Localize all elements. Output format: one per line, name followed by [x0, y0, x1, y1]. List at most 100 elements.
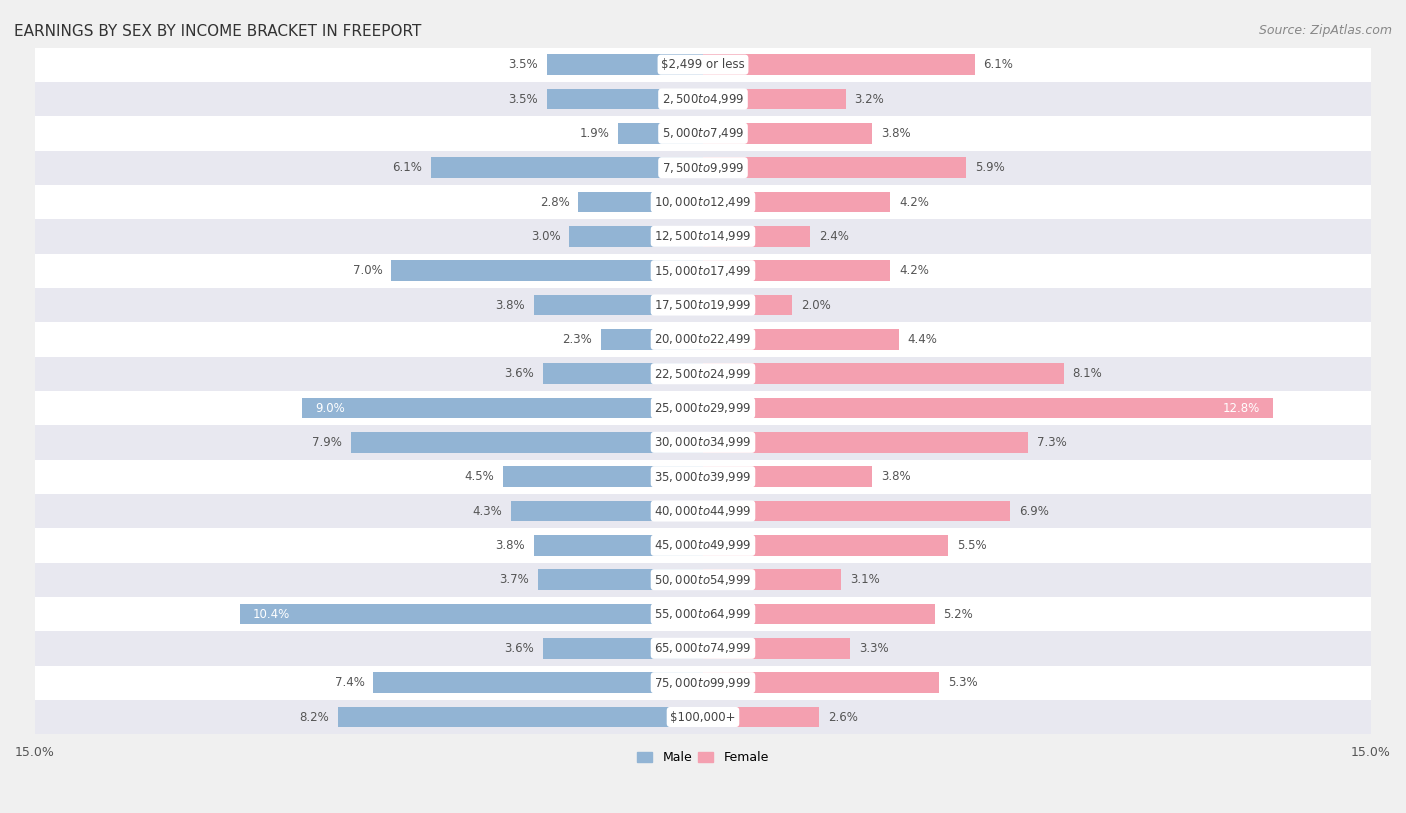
Bar: [703, 192, 890, 212]
Bar: [432, 158, 703, 178]
Text: 4.4%: 4.4%: [908, 333, 938, 346]
Bar: [547, 89, 703, 109]
Bar: [35, 322, 1371, 357]
Text: 3.6%: 3.6%: [503, 367, 534, 380]
Text: 3.2%: 3.2%: [855, 93, 884, 106]
Bar: [703, 89, 845, 109]
Bar: [374, 672, 703, 693]
Bar: [547, 54, 703, 75]
Text: 12.8%: 12.8%: [1222, 402, 1260, 415]
Bar: [703, 569, 841, 590]
Text: $7,500 to $9,999: $7,500 to $9,999: [662, 161, 744, 175]
Text: $15,000 to $17,499: $15,000 to $17,499: [654, 263, 752, 278]
Bar: [703, 672, 939, 693]
Bar: [35, 425, 1371, 459]
Text: 5.9%: 5.9%: [974, 161, 1004, 174]
Bar: [703, 158, 966, 178]
Text: 4.2%: 4.2%: [898, 195, 929, 208]
Text: 1.9%: 1.9%: [579, 127, 609, 140]
Text: 3.8%: 3.8%: [495, 298, 524, 311]
Bar: [35, 254, 1371, 288]
Text: 5.2%: 5.2%: [943, 607, 973, 620]
Text: 5.3%: 5.3%: [948, 676, 977, 689]
Text: $17,500 to $19,999: $17,500 to $19,999: [654, 298, 752, 312]
Bar: [619, 123, 703, 144]
Bar: [35, 116, 1371, 150]
Text: $100,000+: $100,000+: [671, 711, 735, 724]
Bar: [703, 295, 792, 315]
Text: 3.8%: 3.8%: [495, 539, 524, 552]
Bar: [35, 47, 1371, 82]
Bar: [35, 700, 1371, 734]
Bar: [538, 569, 703, 590]
Text: 7.3%: 7.3%: [1038, 436, 1067, 449]
Text: $25,000 to $29,999: $25,000 to $29,999: [654, 401, 752, 415]
Text: 3.8%: 3.8%: [882, 470, 911, 483]
Bar: [703, 706, 818, 728]
Bar: [600, 329, 703, 350]
Bar: [512, 501, 703, 521]
Bar: [703, 638, 851, 659]
Text: 3.6%: 3.6%: [503, 641, 534, 654]
Bar: [703, 329, 898, 350]
Text: $12,500 to $14,999: $12,500 to $14,999: [654, 229, 752, 243]
Bar: [35, 288, 1371, 322]
Bar: [703, 260, 890, 281]
Bar: [569, 226, 703, 246]
Text: $35,000 to $39,999: $35,000 to $39,999: [654, 470, 752, 484]
Bar: [703, 363, 1064, 384]
Text: 3.7%: 3.7%: [499, 573, 529, 586]
Text: 2.0%: 2.0%: [801, 298, 831, 311]
Text: 6.1%: 6.1%: [392, 161, 422, 174]
Text: $55,000 to $64,999: $55,000 to $64,999: [654, 607, 752, 621]
Bar: [35, 185, 1371, 220]
Text: EARNINGS BY SEX BY INCOME BRACKET IN FREEPORT: EARNINGS BY SEX BY INCOME BRACKET IN FRE…: [14, 24, 422, 39]
Text: 5.5%: 5.5%: [957, 539, 987, 552]
Bar: [578, 192, 703, 212]
Text: 3.8%: 3.8%: [882, 127, 911, 140]
Text: 4.2%: 4.2%: [898, 264, 929, 277]
Bar: [35, 631, 1371, 666]
Bar: [302, 398, 703, 419]
Text: $30,000 to $34,999: $30,000 to $34,999: [654, 435, 752, 450]
Text: 7.0%: 7.0%: [353, 264, 382, 277]
Bar: [391, 260, 703, 281]
Bar: [703, 398, 1272, 419]
Text: $2,499 or less: $2,499 or less: [661, 59, 745, 72]
Bar: [703, 467, 872, 487]
Bar: [703, 501, 1011, 521]
Text: 2.6%: 2.6%: [828, 711, 858, 724]
Bar: [703, 535, 948, 555]
Text: $5,000 to $7,499: $5,000 to $7,499: [662, 126, 744, 141]
Text: 3.3%: 3.3%: [859, 641, 889, 654]
Text: 9.0%: 9.0%: [315, 402, 346, 415]
Text: $20,000 to $22,499: $20,000 to $22,499: [654, 333, 752, 346]
Bar: [703, 432, 1028, 453]
Bar: [352, 432, 703, 453]
Bar: [35, 220, 1371, 254]
Text: 2.4%: 2.4%: [818, 230, 849, 243]
Text: 7.9%: 7.9%: [312, 436, 342, 449]
Text: 4.5%: 4.5%: [464, 470, 494, 483]
Text: $10,000 to $12,499: $10,000 to $12,499: [654, 195, 752, 209]
Text: $40,000 to $44,999: $40,000 to $44,999: [654, 504, 752, 518]
Text: 6.1%: 6.1%: [984, 59, 1014, 72]
Bar: [35, 357, 1371, 391]
Bar: [35, 493, 1371, 528]
Legend: Male, Female: Male, Female: [633, 746, 773, 769]
Bar: [35, 391, 1371, 425]
Bar: [35, 82, 1371, 116]
Text: $65,000 to $74,999: $65,000 to $74,999: [654, 641, 752, 655]
Bar: [534, 295, 703, 315]
Bar: [35, 597, 1371, 631]
Bar: [337, 706, 703, 728]
Text: 3.0%: 3.0%: [531, 230, 561, 243]
Bar: [703, 604, 935, 624]
Bar: [240, 604, 703, 624]
Text: $22,500 to $24,999: $22,500 to $24,999: [654, 367, 752, 380]
Bar: [534, 535, 703, 555]
Text: 2.8%: 2.8%: [540, 195, 569, 208]
Bar: [543, 363, 703, 384]
Text: 3.1%: 3.1%: [851, 573, 880, 586]
Text: $50,000 to $54,999: $50,000 to $54,999: [654, 572, 752, 587]
